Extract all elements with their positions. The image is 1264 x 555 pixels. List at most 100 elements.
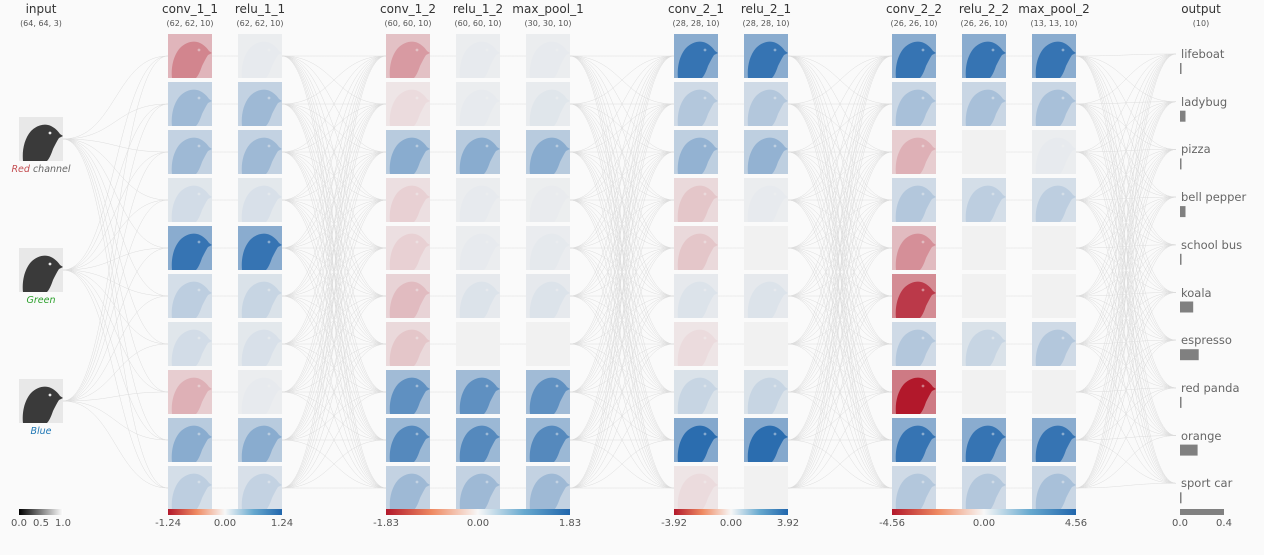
- output-axis-tick: 0.0: [1172, 518, 1188, 529]
- channel-label-red: Red channel: [11, 164, 70, 175]
- output-bar-lifeboat: [1180, 63, 1182, 74]
- output-label-sport-car: sport car: [1181, 476, 1233, 491]
- input-image-red: [19, 117, 63, 161]
- layer-shape-relu_1_1: (62, 62, 10): [236, 19, 284, 28]
- input-colorbar-tick: 1.0: [55, 518, 71, 529]
- layer-title-max_pool_1: max_pool_1: [512, 2, 584, 16]
- feature-map: [892, 322, 936, 366]
- feature-map: [386, 466, 430, 510]
- layer-shape-relu_1_2: (60, 60, 10): [454, 19, 502, 28]
- feature-map: [1032, 226, 1076, 270]
- feature-map: [892, 274, 936, 318]
- colorbar-tick: 0.00: [972, 518, 996, 529]
- feature-map: [386, 370, 430, 414]
- feature-map: [456, 418, 500, 462]
- layer-title-conv_2_1: conv_2_1: [668, 2, 724, 16]
- feature-map: [962, 178, 1006, 222]
- feature-map: [674, 130, 718, 174]
- layer-shape-max_pool_2: (13, 13, 10): [1030, 19, 1078, 28]
- input-colorbar-tick: 0.0: [11, 518, 27, 529]
- feature-map: [456, 370, 500, 414]
- feature-map: [674, 34, 718, 78]
- colorbar-tick: -4.56: [879, 518, 905, 529]
- feature-map: [526, 226, 570, 270]
- feature-map: [526, 466, 570, 510]
- layer-shape-relu_2_1: (28, 28, 10): [742, 19, 790, 28]
- output-bar-bell-pepper: [1180, 206, 1186, 218]
- connection-edges: [62, 53, 1177, 489]
- feature-map: [1032, 418, 1076, 462]
- input-title: input: [25, 2, 57, 16]
- feature-map: [456, 274, 500, 318]
- feature-map: [962, 274, 1006, 318]
- feature-map: [456, 130, 500, 174]
- feature-map: [744, 466, 788, 510]
- layer-shape-conv_2_2: (26, 26, 10): [890, 19, 938, 28]
- feature-map: [962, 466, 1006, 510]
- output-label-school-bus: school bus: [1181, 237, 1243, 252]
- feature-map: [744, 274, 788, 318]
- feature-map: [456, 466, 500, 510]
- input-image-green: [19, 248, 63, 292]
- feature-map: [1032, 34, 1076, 78]
- feature-map: [1032, 274, 1076, 318]
- feature-map: [744, 34, 788, 78]
- channel-name: Red: [11, 164, 30, 175]
- channel-suffix: channel: [29, 164, 71, 175]
- output-bar-ladybug: [1180, 110, 1186, 122]
- feature-map: [962, 322, 1006, 366]
- output-bar-orange: [1180, 444, 1198, 456]
- output-axis-tick: 0.4: [1216, 518, 1232, 529]
- feature-map: [892, 370, 936, 414]
- feature-map: [892, 130, 936, 174]
- feature-map: [456, 82, 500, 126]
- feature-map: [168, 130, 212, 174]
- feature-map: [526, 418, 570, 462]
- feature-map: [674, 82, 718, 126]
- input-shape: (64, 64, 3): [20, 19, 62, 28]
- feature-map: [238, 34, 282, 78]
- layer-shape-max_pool_1: (30, 30, 10): [524, 19, 572, 28]
- feature-map: [238, 130, 282, 174]
- layer-title-max_pool_2: max_pool_2: [1018, 2, 1090, 16]
- feature-map: [1032, 466, 1076, 510]
- output-shape: (10): [1192, 19, 1210, 28]
- feature-map: [168, 274, 212, 318]
- input-colorbar: [19, 509, 63, 515]
- feature-map: [386, 418, 430, 462]
- layer-shape-conv_1_1: (62, 62, 10): [166, 19, 214, 28]
- output-label-bell-pepper: bell pepper: [1181, 190, 1247, 205]
- feature-map: [1032, 130, 1076, 174]
- feature-map: [386, 82, 430, 126]
- feature-map: [962, 130, 1006, 174]
- feature-map: [238, 370, 282, 414]
- feature-map: [168, 34, 212, 78]
- feature-map: [456, 226, 500, 270]
- feature-map: [1032, 178, 1076, 222]
- feature-map: [744, 370, 788, 414]
- feature-map: [456, 178, 500, 222]
- channel-label-green: Green: [27, 295, 56, 306]
- output-title: output: [1181, 2, 1221, 16]
- layer-title-conv_2_2: conv_2_2: [886, 2, 942, 16]
- feature-map: [1032, 370, 1076, 414]
- colorbar-tick: 4.56: [1064, 518, 1088, 529]
- layer-title-relu_1_1: relu_1_1: [234, 2, 286, 16]
- input-image-blue: [19, 379, 63, 423]
- feature-map: [238, 226, 282, 270]
- feature-map: [238, 274, 282, 318]
- colorbar-tick: 1.83: [558, 518, 582, 529]
- feature-map: [526, 130, 570, 174]
- output-label-lifeboat: lifeboat: [1181, 47, 1225, 61]
- feature-map: [744, 226, 788, 270]
- channel-label-blue: Blue: [30, 426, 51, 437]
- feature-map: [386, 274, 430, 318]
- feature-map: [526, 34, 570, 78]
- output-label-ladybug: ladybug: [1181, 94, 1228, 109]
- channel-name: Green: [26, 295, 56, 306]
- output-label-orange: orange: [1181, 428, 1222, 443]
- feature-map: [238, 322, 282, 366]
- feature-map: [674, 466, 718, 510]
- feature-map: [962, 82, 1006, 126]
